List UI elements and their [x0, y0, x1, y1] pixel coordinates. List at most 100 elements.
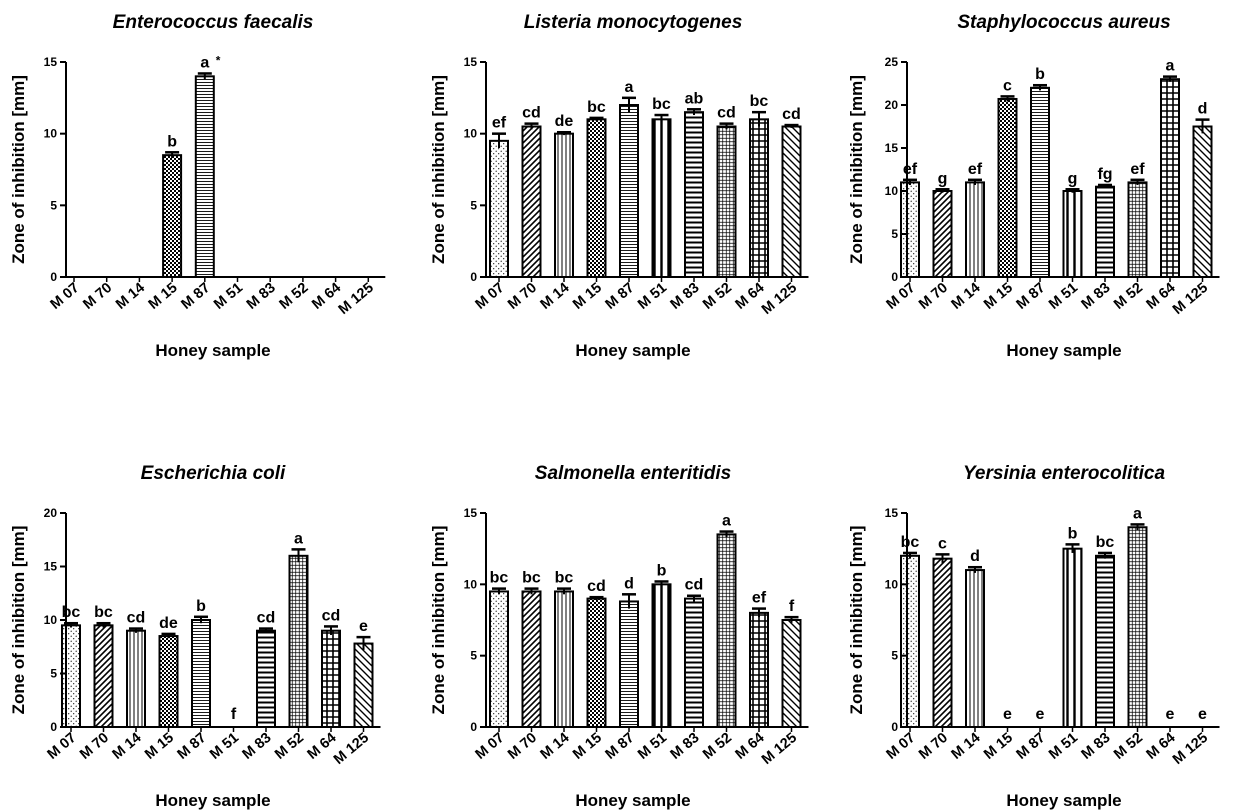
y-tick-label: 20: [44, 506, 58, 520]
y-axis-label: Zone of inhibition [mm]: [429, 526, 448, 715]
bar: [1062, 547, 1083, 729]
y-tick-label: 10: [885, 184, 899, 198]
x-tick-label: M 125: [1170, 730, 1211, 768]
bar: [651, 583, 672, 728]
chart-title: Yersinia enterocolitica: [963, 463, 1165, 484]
significance-letter: de: [555, 113, 574, 130]
significance-letter: a: [200, 54, 209, 71]
x-tick-label: M 87: [603, 280, 638, 313]
x-axis-label: Honey sample: [575, 791, 690, 810]
significance-letter: cd: [782, 106, 801, 123]
chart-title: Enterococcus faecalis: [113, 12, 314, 33]
bar: [93, 624, 114, 728]
x-tick-label: M 70: [505, 280, 540, 313]
significance-letter: d: [970, 548, 980, 565]
x-tick-label: M 14: [949, 280, 984, 313]
significance-letter: bc: [652, 96, 671, 113]
x-tick-label: M 70: [916, 280, 951, 313]
x-tick-label: M 70: [505, 730, 540, 763]
x-tick-label: M 15: [146, 280, 181, 313]
x-tick-label: M 15: [570, 280, 605, 313]
x-tick-label: M 70: [80, 280, 115, 313]
significance-letter: b: [657, 562, 667, 579]
bar: [1127, 526, 1148, 728]
chart-panel: Enterococcus faecalis Zone of inhibition …: [9, 12, 386, 360]
bar: [716, 533, 737, 729]
x-tick-label: M 07: [473, 730, 508, 763]
x-tick-label: M 83: [1079, 280, 1114, 313]
significance-letter: d: [624, 575, 634, 592]
significance-letter: e: [1036, 706, 1045, 723]
y-tick-label: 0: [50, 270, 57, 284]
x-tick-label: M 15: [570, 730, 605, 763]
significance-letter: a: [1133, 505, 1142, 522]
significance-letter: cd: [322, 607, 341, 624]
bar: [997, 97, 1018, 279]
significance-letter: bc: [901, 534, 920, 551]
chart-panel: Staphylococcus aureus Zone of inhibition …: [847, 12, 1220, 360]
y-tick-label: 10: [464, 127, 478, 141]
x-tick-label: M 87: [603, 730, 638, 763]
significance-letter: b: [196, 598, 206, 615]
bar: [1127, 181, 1148, 278]
significance-letter: bc: [555, 570, 574, 587]
significance-letter: cd: [522, 105, 541, 122]
y-tick-label: 0: [891, 720, 898, 734]
y-tick-label: 10: [44, 127, 58, 141]
significance-letter: e: [1198, 706, 1207, 723]
x-tick-label: M 87: [1014, 280, 1049, 313]
significance-letter: ef: [968, 161, 983, 178]
significance-letter: bc: [750, 93, 769, 110]
y-tick-label: 5: [470, 649, 477, 663]
x-tick-label: M 52: [1111, 280, 1146, 313]
bar: [1095, 185, 1115, 278]
bar: [932, 557, 953, 728]
bar: [932, 190, 953, 278]
bar: [651, 118, 672, 279]
bar: [749, 118, 769, 279]
x-tick-label: M 14: [949, 730, 984, 763]
significance-letter: fg: [1097, 166, 1112, 183]
x-tick-label: M 07: [473, 280, 508, 313]
significance-letter: de: [159, 615, 178, 632]
x-tick-label: M 51: [207, 730, 242, 763]
x-tick-label: M 87: [1014, 730, 1049, 763]
significance-letter: cd: [587, 578, 606, 595]
significance-letter: g: [1068, 170, 1078, 187]
bar: [716, 125, 737, 278]
x-tick-label: M 83: [1079, 730, 1114, 763]
bar: [619, 104, 639, 278]
y-tick-label: 25: [885, 55, 899, 69]
x-tick-label: M 51: [635, 730, 670, 763]
y-axis-label: Zone of inhibition [mm]: [429, 75, 448, 264]
y-tick-label: 5: [891, 227, 898, 241]
x-tick-label: M 51: [1046, 730, 1081, 763]
significance-letter: c: [938, 535, 947, 552]
x-tick-label: M 52: [1111, 730, 1146, 763]
chart-title: Listeria monocytogenes: [524, 12, 743, 33]
y-tick-label: 20: [885, 98, 899, 112]
x-tick-label: M 87: [178, 280, 213, 313]
y-tick-label: 5: [50, 667, 57, 681]
bar: [288, 554, 309, 728]
bar: [1030, 86, 1050, 278]
x-axis-label: Honey sample: [1006, 791, 1121, 810]
bar: [158, 635, 179, 728]
significance-letter: cd: [717, 105, 736, 122]
y-tick-label: 10: [44, 613, 58, 627]
x-tick-label: M 52: [272, 730, 307, 763]
significance-letter: bc: [490, 570, 509, 587]
x-tick-label: M 87: [175, 730, 210, 763]
significance-letter: b: [1035, 66, 1045, 83]
x-axis-label: Honey sample: [155, 791, 270, 810]
bar: [1095, 554, 1115, 728]
y-tick-label: 15: [464, 506, 478, 520]
significance-letter: e: [359, 618, 368, 635]
x-tick-label: M 07: [884, 280, 919, 313]
significance-letter: a: [294, 530, 303, 547]
significance-letter: bc: [522, 570, 541, 587]
significance-letter: cd: [257, 610, 276, 627]
x-tick-label: M 52: [700, 280, 735, 313]
bar: [191, 619, 211, 728]
chart-title: Escherichia coli: [141, 463, 286, 484]
